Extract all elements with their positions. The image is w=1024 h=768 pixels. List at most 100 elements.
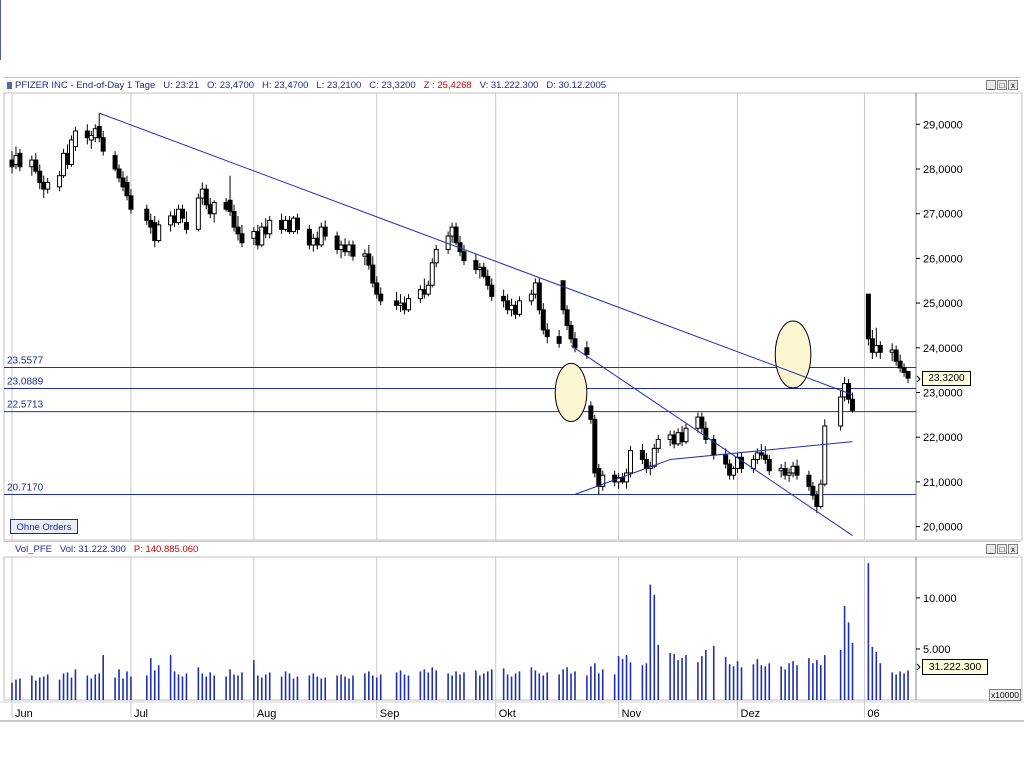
current-volume-tag: 31.222.300 xyxy=(922,659,988,675)
candle-down xyxy=(679,432,685,443)
x-tick-label: Nov xyxy=(622,708,642,720)
candle-down xyxy=(342,244,348,253)
candle-down xyxy=(394,300,400,306)
candle-up xyxy=(267,219,273,235)
candle-up xyxy=(532,282,538,295)
current-price-tag: 23,3200 xyxy=(922,371,971,386)
candle-up xyxy=(168,215,174,226)
candle-down xyxy=(378,293,384,302)
candle-up xyxy=(251,231,257,239)
maximize-button[interactable]: □ xyxy=(997,80,1007,90)
status-strip xyxy=(0,720,1024,722)
candle-up xyxy=(509,304,515,311)
candle-down xyxy=(366,253,372,266)
candle-down xyxy=(901,367,907,373)
candle-up xyxy=(429,262,435,286)
price-tick-label: 21,0000 xyxy=(923,477,963,489)
candle-down xyxy=(905,370,911,379)
candle-up xyxy=(88,134,94,141)
candle-down xyxy=(639,450,645,461)
candle-up xyxy=(477,266,483,271)
candle-up xyxy=(211,202,217,215)
candle-up xyxy=(398,302,404,306)
ohne-orders-button[interactable]: Ohne Orders xyxy=(10,519,78,534)
candle-down xyxy=(727,463,733,476)
candle-up xyxy=(290,217,296,233)
minimize-button[interactable]: _ xyxy=(986,80,996,90)
candle-down xyxy=(643,459,649,469)
candle-down xyxy=(350,244,356,257)
candle-down xyxy=(9,159,15,168)
candle-down xyxy=(850,398,856,411)
candle-down xyxy=(473,260,479,271)
candle-down xyxy=(481,266,487,277)
candle-down xyxy=(287,219,293,233)
candle-down xyxy=(144,208,150,221)
candle-up xyxy=(68,139,74,166)
header-time: U: 23:21 xyxy=(163,80,200,91)
candle-down xyxy=(124,181,130,197)
candle-up xyxy=(176,208,182,224)
candle-up xyxy=(449,226,455,237)
candle-down xyxy=(100,137,106,152)
candle-up xyxy=(61,152,67,177)
candle-down xyxy=(33,159,39,172)
horizontal-level-label: 20.7170 xyxy=(7,483,44,494)
candle-up xyxy=(362,253,368,257)
candle-up xyxy=(405,298,411,311)
price-tick-label: 23,0000 xyxy=(923,387,963,399)
candle-up xyxy=(310,237,316,246)
candle-up xyxy=(624,472,630,483)
candle-up xyxy=(417,289,423,300)
candle-up xyxy=(822,425,828,485)
candle-down xyxy=(96,126,102,139)
volume-tick-label: 10.000 xyxy=(923,593,957,605)
volume-maximize-button[interactable]: □ xyxy=(997,544,1007,554)
candle-down xyxy=(810,485,816,496)
candle-up xyxy=(72,130,78,148)
candle-down xyxy=(766,459,772,472)
candle-down xyxy=(540,309,546,331)
highlight-ellipse xyxy=(554,362,588,423)
header-date: D: 30.12.2005 xyxy=(546,80,607,91)
candle-up xyxy=(667,434,673,440)
candle-down xyxy=(239,233,245,244)
candle-down xyxy=(65,152,71,166)
close-button[interactable]: x xyxy=(1008,80,1018,90)
candle-down xyxy=(294,217,300,230)
volume-header-vol: Vol: 31.222.300 xyxy=(59,544,126,555)
candle-down xyxy=(370,264,376,284)
candle-down xyxy=(17,152,23,168)
candle-up xyxy=(338,244,344,250)
price-tick-label: 29,0000 xyxy=(923,119,963,131)
candle-down xyxy=(402,302,408,311)
candle-up xyxy=(92,128,98,139)
candle-down xyxy=(41,181,47,190)
candle-down xyxy=(588,405,594,420)
price-tick-label: 25,0000 xyxy=(923,298,963,310)
candle-down xyxy=(846,383,852,400)
candle-down xyxy=(865,293,871,340)
candle-down xyxy=(560,280,566,311)
candle-down xyxy=(84,130,90,139)
price-tick-label: 28,0000 xyxy=(923,164,963,176)
x-tick-label: Sep xyxy=(380,708,400,720)
volume-close-button[interactable]: x xyxy=(1008,544,1018,554)
price-window-buttons: _ □ x xyxy=(986,80,1018,90)
volume-minimize-button[interactable]: _ xyxy=(986,544,996,554)
candle-down xyxy=(120,177,126,188)
header-low: L: 23,2100 xyxy=(316,80,362,91)
candle-down xyxy=(306,228,312,246)
header-volume: V: 31.222.300 xyxy=(479,80,539,91)
candle-down xyxy=(762,454,768,461)
candle-down xyxy=(461,251,467,262)
candle-up xyxy=(651,447,657,467)
candle-up xyxy=(29,159,35,168)
volume-window-buttons: _ □ x xyxy=(986,544,1018,554)
candle-down xyxy=(37,170,43,183)
candle-up xyxy=(695,416,701,429)
candle-up xyxy=(516,300,522,315)
header-close: C: 23,3200 xyxy=(369,80,416,91)
candle-up xyxy=(675,432,681,445)
